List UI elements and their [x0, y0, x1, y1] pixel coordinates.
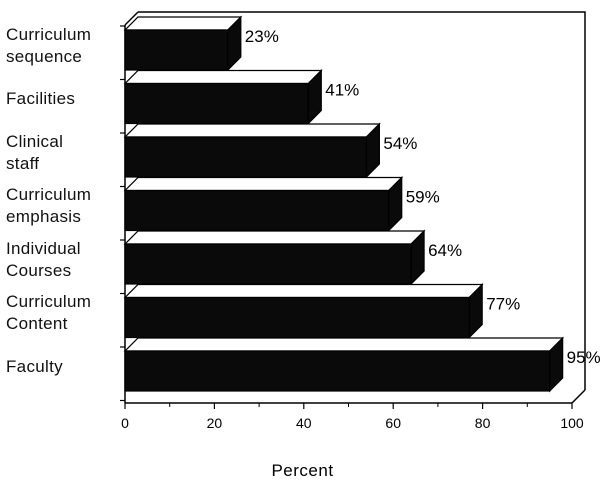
bar-front-face [124, 243, 412, 285]
bar-front-face [124, 350, 551, 392]
category-label-line: emphasis [6, 207, 82, 226]
bar-2: 41% [123, 69, 359, 125]
x-axis-ticks: 0 20 40 60 80 100 [121, 403, 584, 431]
category-label: Facilities [6, 88, 122, 110]
category-label-line: Courses [6, 260, 72, 280]
category-label-line: Curriculum [6, 292, 92, 311]
data-label: 54% [383, 134, 417, 153]
category-label-line: Faculty [6, 356, 63, 376]
x-tick-label: 20 [207, 415, 223, 431]
data-label: 41% [325, 81, 359, 100]
x-tick-label: 100 [560, 415, 584, 431]
top-edge [124, 11, 139, 26]
bar-3: 54% [123, 122, 417, 179]
category-label-line: staff [6, 153, 40, 173]
bar-top-face [123, 16, 243, 31]
bar-6: 77% [123, 283, 520, 339]
bar-top-face [123, 69, 323, 85]
x-tick-label: 0 [121, 415, 129, 431]
bar-front-face [124, 82, 309, 125]
category-label: Faculty [6, 356, 122, 378]
bar-5: 64% [123, 229, 462, 286]
category-label: Clinical staff [6, 131, 122, 175]
bar-front-face [124, 296, 470, 339]
category-label-line: Content [6, 314, 68, 333]
category-label: Individual Courses [6, 238, 122, 282]
bar-top-face [123, 337, 565, 352]
bar-front-face [124, 189, 390, 232]
bar-top-face [123, 176, 404, 192]
bar-4: 59% [123, 176, 440, 232]
floor-edge [571, 389, 586, 404]
data-label: 95% [567, 348, 601, 367]
x-tick-label: 60 [385, 415, 401, 431]
bar-front-face [124, 136, 367, 178]
category-label: Curriculum sequence [6, 24, 122, 68]
category-label: Curriculum Content [6, 291, 122, 335]
data-label: 23% [245, 27, 279, 46]
bars-group: 23% 41% 54% 59% 64% 77% 95% [123, 15, 601, 393]
category-label-line: sequence [6, 46, 83, 66]
x-tick-label: 80 [475, 415, 491, 431]
bar-1: 23% [123, 15, 279, 72]
bar-front-face [124, 29, 229, 71]
category-label-line: Facilities [6, 89, 76, 108]
category-label-line: Curriculum [6, 185, 92, 204]
data-label: 64% [428, 241, 462, 260]
data-label: 77% [486, 295, 520, 314]
bar-top-face [123, 283, 484, 299]
category-label-line: Curriculum [6, 24, 92, 44]
category-label-line: Individual [6, 238, 81, 258]
category-label: Curriculum emphasis [6, 184, 122, 228]
bar-top-face [123, 230, 426, 245]
bar-top-face [123, 123, 381, 138]
x-tick-label: 40 [296, 415, 312, 431]
back-wall [138, 11, 586, 390]
data-label: 59% [406, 188, 440, 207]
x-axis-label: Percent [271, 461, 334, 480]
category-label-line: Clinical [6, 131, 64, 151]
bar-7: 95% [123, 336, 601, 393]
